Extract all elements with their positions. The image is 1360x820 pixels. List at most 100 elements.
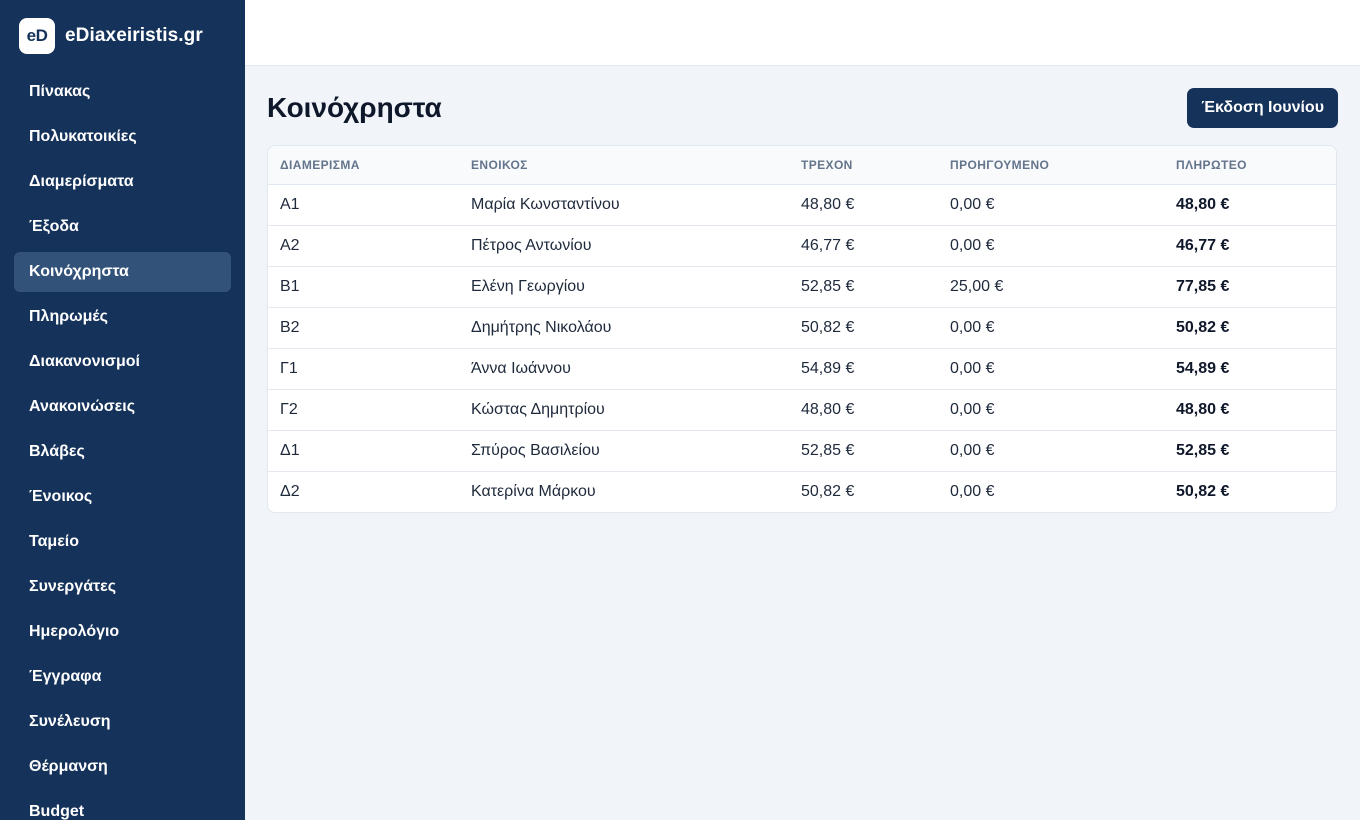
table-body: Α1 Μαρία Κωνσταντίνου 48,80 €0,00 €48,80 €… — [268, 184, 1336, 512]
current-cell: 46,77 € — [789, 225, 938, 267]
column-header-previous: ΠΡΟΗΓΟΥΜΕΝΟ — [938, 146, 1164, 185]
sidebar-item-15[interactable]: Θέρμανση — [14, 747, 231, 787]
tenant-cell: Μαρία Κωνσταντίνου — [459, 184, 789, 226]
payable-cell: 46,77 € — [1164, 225, 1336, 267]
payable-cell: 48,80 € — [1164, 389, 1336, 431]
apartment-cell: Β1 — [268, 266, 459, 308]
sidebar-item-label: Budget — [29, 803, 85, 820]
column-header-tenant: ΕΝΟΙΚΟΣ — [459, 146, 789, 185]
sidebar-item-label: Πληρωμές — [29, 308, 108, 325]
sidebar-item-12[interactable]: Ημερολόγιο — [14, 612, 231, 652]
content: Κοινόχρηστα Έκδοση Ιουνίου ΔΙΑΜΕΡΙΣΜΑ ΕΝ… — [245, 66, 1360, 513]
previous-cell: 25,00 € — [938, 266, 1164, 308]
sidebar-item-16[interactable]: Budget — [14, 792, 231, 820]
tenant-cell: Κατερίνα Μάρκου — [471, 482, 596, 500]
previous-cell: 0,00 € — [938, 184, 1164, 226]
payable-cell: 77,85 € — [1164, 266, 1336, 308]
previous-cell: 0,00 € — [950, 482, 995, 500]
sidebar-item-1[interactable]: Πολυκατοικίες — [14, 117, 231, 157]
sidebar-item-label: Πολυκατοικίες — [29, 128, 137, 145]
tenant-cell: Πέτρος Αντωνίου — [459, 225, 789, 267]
payable-cell: 48,80 € — [1164, 184, 1336, 226]
current-cell: 48,80 € — [789, 184, 938, 226]
current-cell: 52,85 € — [789, 430, 938, 472]
tenant-cell: Δημήτρης Νικολάου — [459, 307, 789, 349]
common-charges-table: ΔΙΑΜΕΡΙΣΜΑ ΕΝΟΙΚΟΣ ΤΡΕΧΟΝ ΠΡΟΗΓΟΥΜΕΝΟ ΠΛ… — [268, 146, 1336, 512]
apartment-cell: Γ1 — [268, 348, 459, 390]
sidebar-item-label: Ένοικος — [29, 488, 93, 505]
table-row[interactable]: Γ1 Άννα Ιωάννου 54,89 €0,00 €54,89 € — [268, 348, 1336, 390]
sidebar-item-label: Διακανονισμοί — [29, 353, 140, 370]
tenant-cell: Άννα Ιωάννου — [459, 348, 789, 390]
table-row[interactable]: Δ2 Κατερίνα Μάρκου 50,82 € 0,00 € 50,82 € — [268, 471, 1336, 512]
main-area: Κοινόχρηστα Έκδοση Ιουνίου ΔΙΑΜΕΡΙΣΜΑ ΕΝ… — [245, 0, 1360, 820]
current-cell: 48,80 € — [789, 389, 938, 431]
sidebar-item-7[interactable]: Ανακοινώσεις — [14, 387, 231, 427]
apartment-cell: Β2 — [268, 307, 459, 349]
sidebar-item-label: Βλάβες — [29, 443, 85, 460]
table-row[interactable]: Α1 Μαρία Κωνσταντίνου 48,80 €0,00 €48,80 € — [268, 184, 1336, 226]
sidebar: eD eDiaxeiristis.gr Πίνακας Πολυκατοικίες… — [0, 0, 245, 820]
current-cell: 52,85 € — [789, 266, 938, 308]
top-bar — [245, 0, 1360, 66]
sidebar-item-4[interactable]: Κοινόχρηστα — [14, 252, 231, 292]
tenant-cell: Σπύρος Βασιλείου — [459, 430, 789, 472]
current-cell: 50,82 € — [801, 482, 855, 500]
sidebar-item-label: Διαμερίσματα — [29, 173, 134, 190]
sidebar-item-label: Συνεργάτες — [29, 578, 117, 595]
issue-month-button[interactable]: Έκδοση Ιουνίου — [1187, 88, 1338, 128]
previous-cell: 0,00 € — [938, 225, 1164, 267]
common-charges-table-card: ΔΙΑΜΕΡΙΣΜΑ ΕΝΟΙΚΟΣ ΤΡΕΧΟΝ ΠΡΟΗΓΟΥΜΕΝΟ ΠΛ… — [267, 145, 1337, 513]
sidebar-item-5[interactable]: Πληρωμές — [14, 297, 231, 337]
sidebar-item-label: Ταμείο — [29, 533, 80, 550]
page-header: Κοινόχρηστα Έκδοση Ιουνίου — [267, 87, 1338, 129]
apartment-cell: Α2 — [268, 225, 459, 267]
current-cell: 50,82 € — [789, 307, 938, 349]
payable-cell: 50,82 € — [1176, 482, 1230, 500]
column-header-payable: ΠΛΗΡΩΤΕΟ — [1164, 146, 1336, 185]
sidebar-item-6[interactable]: Διακανονισμοί — [14, 342, 231, 382]
table-row[interactable]: Β2 Δημήτρης Νικολάου 50,82 €0,00 €50,82 € — [268, 307, 1336, 349]
sidebar-item-8[interactable]: Βλάβες — [14, 432, 231, 472]
previous-cell: 0,00 € — [938, 389, 1164, 431]
sidebar-item-label: Ημερολόγιο — [29, 623, 120, 640]
previous-cell: 0,00 € — [938, 307, 1164, 349]
sidebar-item-label: Έγγραφα — [29, 668, 102, 685]
previous-cell: 0,00 € — [938, 348, 1164, 390]
sidebar-item-label: Κοινόχρηστα — [29, 263, 129, 280]
sidebar-nav: Πίνακας Πολυκατοικίες Διαμερίσματα Έξοδα Κοι… — [0, 72, 245, 820]
brand[interactable]: eD eDiaxeiristis.gr — [0, 0, 245, 72]
sidebar-item-2[interactable]: Διαμερίσματα — [14, 162, 231, 202]
sidebar-item-label: Ανακοινώσεις — [29, 398, 136, 415]
column-header-apartment: ΔΙΑΜΕΡΙΣΜΑ — [268, 146, 459, 185]
table-header-row: ΔΙΑΜΕΡΙΣΜΑ ΕΝΟΙΚΟΣ ΤΡΕΧΟΝ ΠΡΟΗΓΟΥΜΕΝΟ ΠΛ… — [268, 146, 1336, 185]
apartment-cell: Δ1 — [268, 430, 459, 472]
sidebar-item-13[interactable]: Έγγραφα — [14, 657, 231, 697]
apartment-cell: Γ2 — [268, 389, 459, 431]
apartment-cell: Δ2 — [280, 482, 300, 500]
apartment-cell: Α1 — [268, 184, 459, 226]
sidebar-item-9[interactable]: Ένοικος — [14, 477, 231, 517]
sidebar-item-label: Πίνακας — [29, 83, 91, 100]
sidebar-item-3[interactable]: Έξοδα — [14, 207, 231, 247]
brand-logo: eD — [19, 18, 55, 54]
table-row[interactable]: Γ2 Κώστας Δημητρίου 48,80 €0,00 €48,80 € — [268, 389, 1336, 431]
sidebar-item-10[interactable]: Ταμείο — [14, 522, 231, 562]
column-header-current: ΤΡΕΧΟΝ — [789, 146, 938, 185]
tenant-cell: Ελένη Γεωργίου — [459, 266, 789, 308]
payable-cell: 52,85 € — [1164, 430, 1336, 472]
sidebar-item-14[interactable]: Συνέλευση — [14, 702, 231, 742]
page-title: Κοινόχρηστα — [267, 92, 442, 123]
table-row[interactable]: Β1 Ελένη Γεωργίου 52,85 €25,00 €77,85 € — [268, 266, 1336, 308]
previous-cell: 0,00 € — [938, 430, 1164, 472]
table-row[interactable]: Α2 Πέτρος Αντωνίου 46,77 €0,00 €46,77 € — [268, 225, 1336, 267]
brand-name: eDiaxeiristis.gr — [65, 25, 203, 46]
sidebar-item-11[interactable]: Συνεργάτες — [14, 567, 231, 607]
current-cell: 54,89 € — [789, 348, 938, 390]
payable-cell: 54,89 € — [1164, 348, 1336, 390]
tenant-cell: Κώστας Δημητρίου — [459, 389, 789, 431]
sidebar-item-label: Έξοδα — [29, 218, 79, 235]
table-row[interactable]: Δ1 Σπύρος Βασιλείου 52,85 €0,00 €52,85 € — [268, 430, 1336, 472]
sidebar-item-0[interactable]: Πίνακας — [14, 72, 231, 112]
